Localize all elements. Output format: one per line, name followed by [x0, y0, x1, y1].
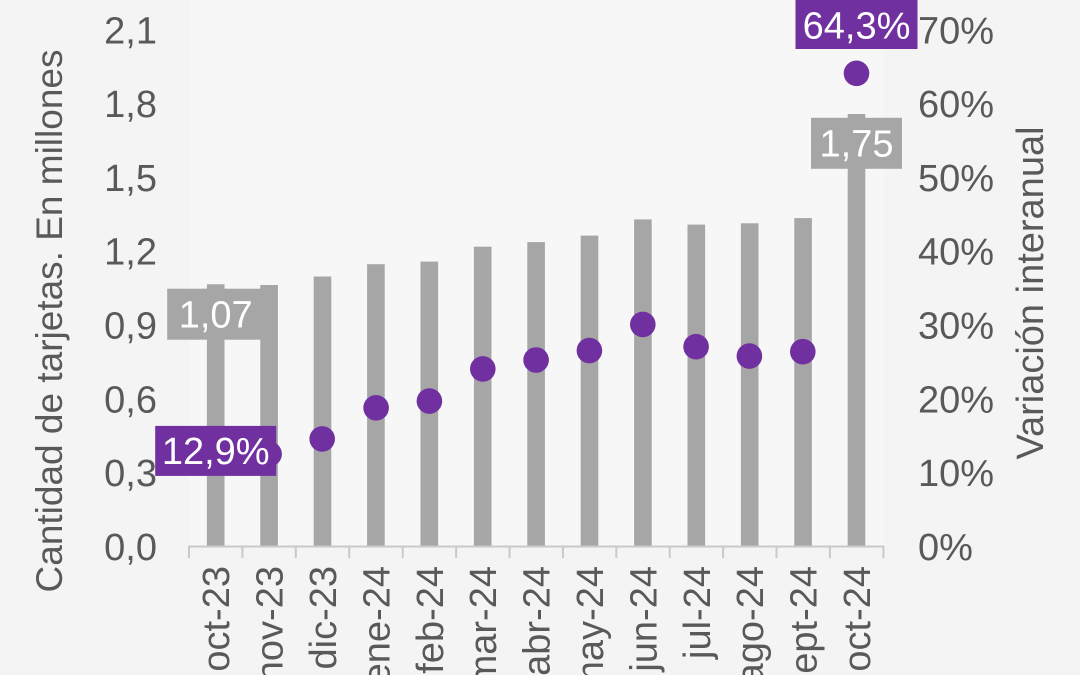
svg-text:0,3: 0,3	[104, 453, 157, 495]
svg-text:oct-23: oct-23	[196, 566, 238, 672]
svg-text:20%: 20%	[918, 379, 994, 421]
svg-text:jul-24: jul-24	[677, 566, 719, 660]
svg-text:nov-23: nov-23	[250, 566, 292, 675]
svg-text:mar-24: mar-24	[463, 566, 505, 675]
svg-text:oct-24: oct-24	[837, 566, 879, 672]
svg-text:1,75: 1,75	[820, 124, 894, 166]
svg-text:may-24: may-24	[570, 566, 612, 675]
svg-text:1,8: 1,8	[104, 84, 157, 126]
svg-text:12,9%: 12,9%	[162, 431, 270, 473]
svg-text:1,5: 1,5	[104, 158, 157, 200]
svg-text:40%: 40%	[918, 232, 994, 274]
svg-text:10%: 10%	[918, 453, 994, 495]
svg-text:abr-24: abr-24	[517, 566, 559, 675]
svg-text:ago-24: ago-24	[730, 566, 772, 675]
svg-text:2,1: 2,1	[104, 10, 157, 52]
svg-text:ene-24: ene-24	[356, 566, 398, 675]
svg-text:sept-24: sept-24	[784, 566, 826, 675]
svg-text:50%: 50%	[918, 158, 994, 200]
svg-text:60%: 60%	[918, 84, 994, 126]
svg-text:0%: 0%	[918, 527, 973, 569]
svg-text:1,07: 1,07	[179, 295, 253, 337]
svg-text:Cantidad de tarjetas. En millo: Cantidad de tarjetas. En millones	[29, 50, 70, 593]
svg-text:0,6: 0,6	[104, 379, 157, 421]
svg-text:0,0: 0,0	[104, 527, 157, 569]
svg-text:feb-24: feb-24	[410, 566, 452, 674]
svg-text:1,2: 1,2	[104, 232, 157, 274]
svg-text:jun-24: jun-24	[623, 566, 665, 673]
svg-text:30%: 30%	[918, 306, 994, 348]
svg-text:70%: 70%	[918, 10, 994, 52]
svg-text:Variación interanual: Variación interanual	[1010, 126, 1052, 459]
svg-text:64,3%: 64,3%	[803, 5, 911, 47]
svg-text:dic-23: dic-23	[303, 566, 345, 670]
svg-text:0,9: 0,9	[104, 306, 157, 348]
